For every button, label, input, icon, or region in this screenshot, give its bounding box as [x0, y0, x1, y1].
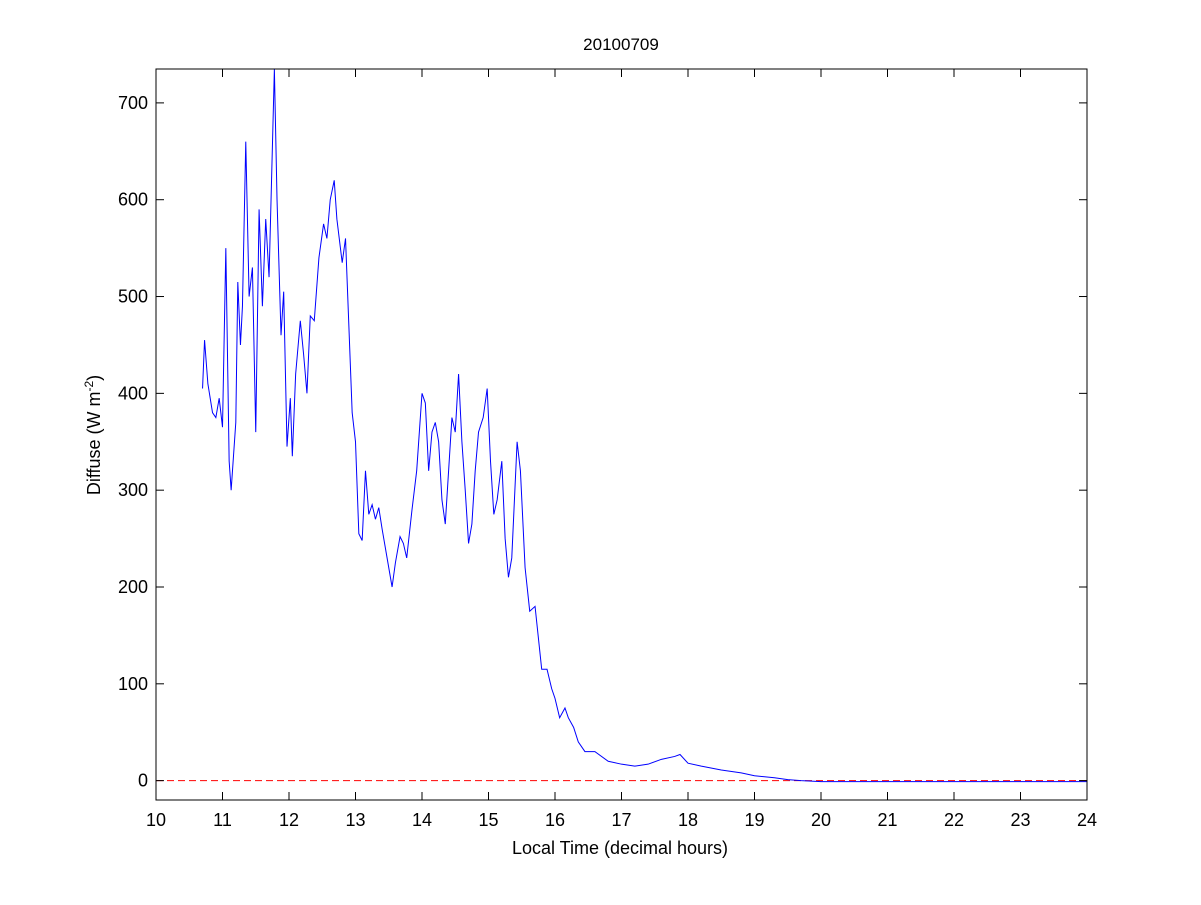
x-tick-label: 23: [1010, 810, 1030, 830]
x-tick-label: 16: [545, 810, 565, 830]
y-tick-label: 100: [118, 674, 148, 694]
x-tick-label: 13: [345, 810, 365, 830]
y-axis-label: Diffuse (W m-2): [82, 375, 104, 495]
y-tick-label: 200: [118, 577, 148, 597]
x-tick-label: 10: [146, 810, 166, 830]
x-tick-label: 22: [944, 810, 964, 830]
y-tick-label: 400: [118, 383, 148, 403]
x-tick-label: 14: [412, 810, 432, 830]
y-label-end: ): [84, 375, 104, 381]
x-tick-label: 12: [279, 810, 299, 830]
y-tick-label: 0: [138, 771, 148, 791]
y-tick-label: 300: [118, 480, 148, 500]
y-label-sup: -2: [82, 380, 96, 391]
y-tick-label: 500: [118, 287, 148, 307]
chart-title: 20100709: [583, 35, 659, 54]
y-label-text: Diffuse (W m: [84, 391, 104, 495]
x-tick-label: 17: [611, 810, 631, 830]
x-tick-label: 24: [1077, 810, 1097, 830]
y-tick-label: 700: [118, 93, 148, 113]
x-tick-label: 20: [811, 810, 831, 830]
x-tick-label: 15: [478, 810, 498, 830]
x-axis-label: Local Time (decimal hours): [512, 838, 728, 858]
x-tick-label: 21: [877, 810, 897, 830]
y-tick-label: 600: [118, 190, 148, 210]
x-tick-label: 18: [678, 810, 698, 830]
data-line: [202, 69, 1087, 783]
x-tick-label: 19: [744, 810, 764, 830]
x-tick-label: 11: [213, 810, 232, 830]
